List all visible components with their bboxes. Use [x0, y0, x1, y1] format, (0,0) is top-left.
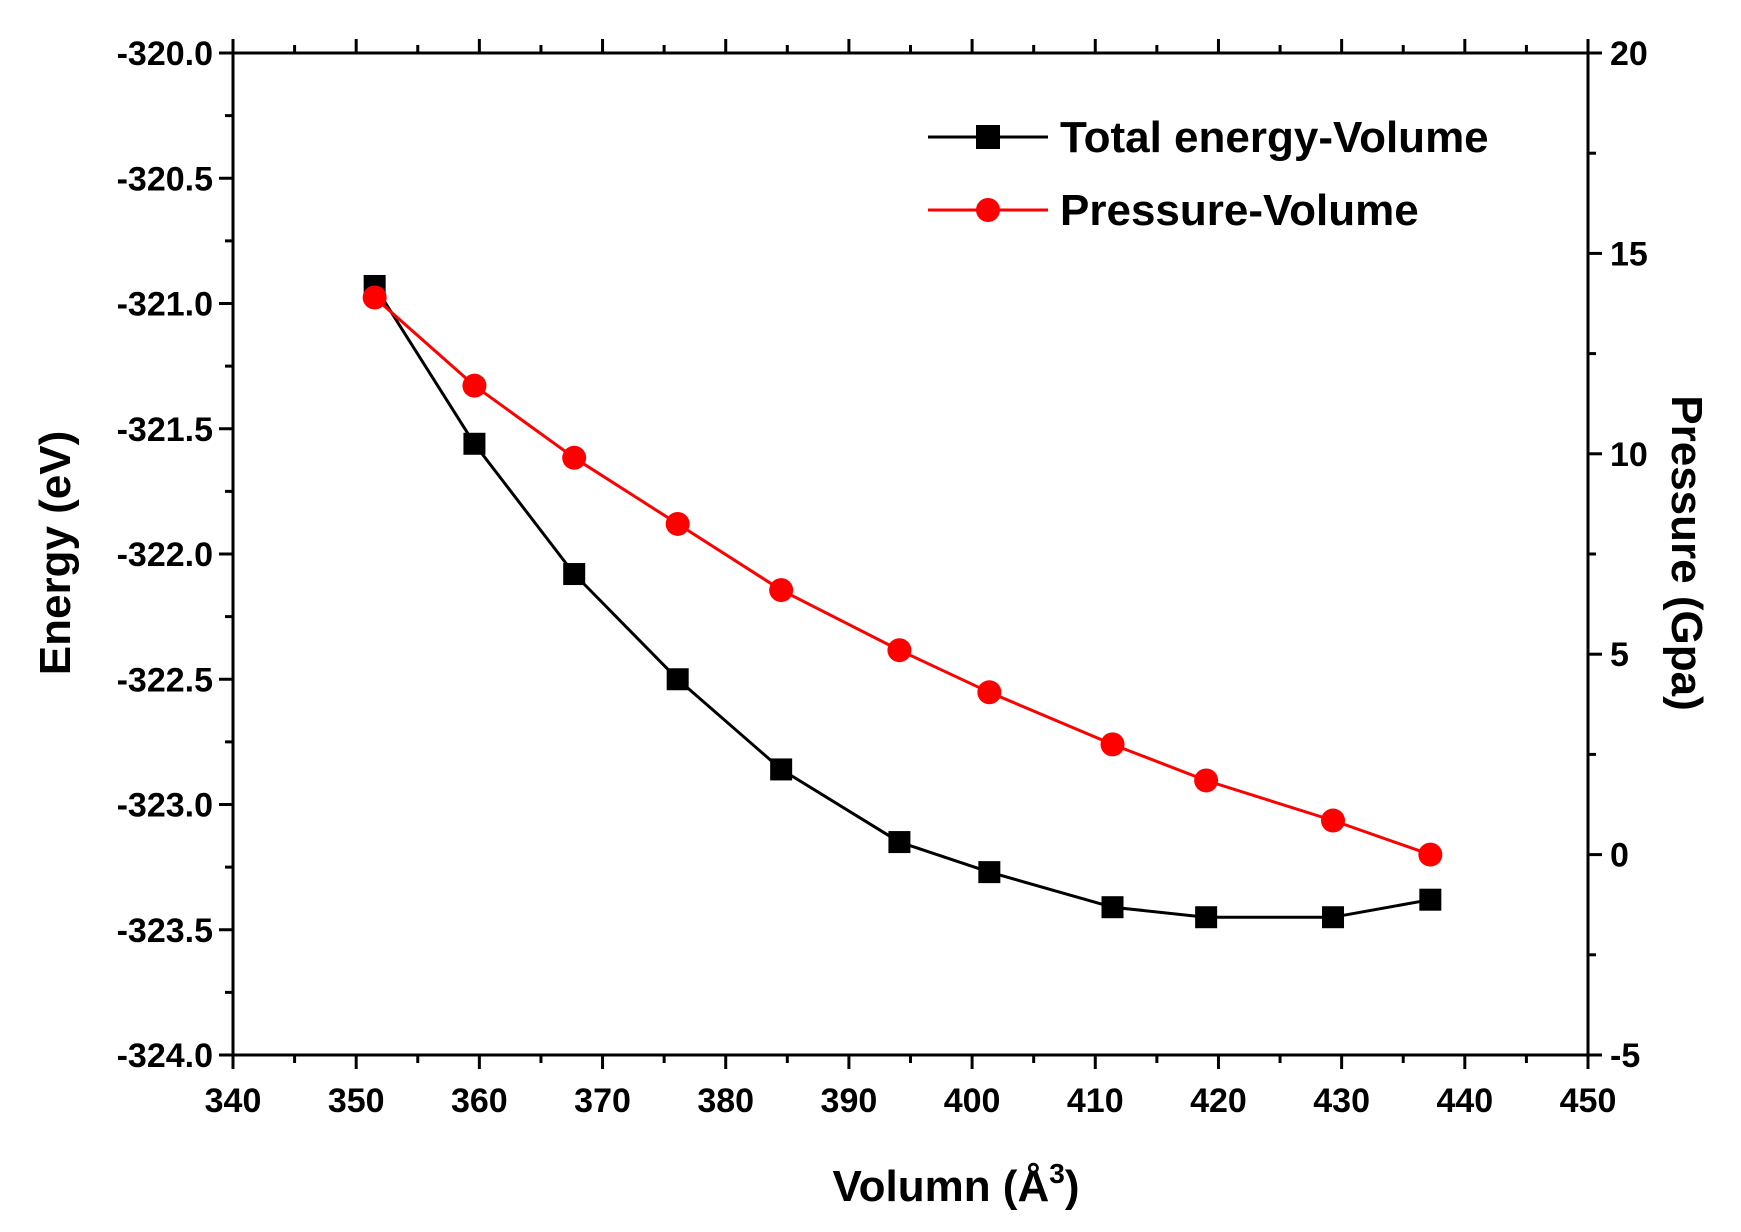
pressure-point-6	[977, 680, 1002, 705]
x-tick-label-450: 450	[1560, 1082, 1617, 1120]
energy-point-7	[1101, 896, 1124, 919]
y2-tick-label--5: -5	[1610, 1037, 1640, 1075]
x-tick-label-340: 340	[205, 1082, 262, 1120]
plot-series	[362, 274, 1443, 929]
pressure-point-0	[362, 285, 387, 310]
y2-tick-label-15: 15	[1610, 235, 1648, 273]
pressure-point-10	[1418, 842, 1443, 867]
legend-marker-pressure	[976, 198, 1000, 222]
legend-label-energy: Total energy-Volume	[1060, 113, 1489, 162]
pressure-point-3	[665, 511, 690, 536]
energy-point-1	[463, 432, 486, 455]
y-tick-label--320.5: -320.5	[117, 160, 213, 198]
energy-point-5	[888, 831, 911, 854]
y-tick-label--320.0: -320.0	[117, 35, 213, 73]
energy-point-2	[563, 563, 586, 586]
y-tick-label--322.0: -322.0	[117, 536, 213, 574]
pressure-point-7	[1100, 732, 1125, 757]
y-tick-label--321.0: -321.0	[117, 286, 213, 324]
energy-point-10	[1419, 888, 1442, 911]
y-tick-label--322.5: -322.5	[117, 661, 213, 699]
tick-labels: 340 350 360 370 380 390 400 410 420 430 440 450 -324…	[117, 35, 1648, 1120]
pressure-point-2	[562, 445, 587, 470]
pressure-point-5	[887, 638, 912, 663]
legend: Total energy-Volume Pressure-Volume	[928, 113, 1489, 235]
x-tick-label-430: 430	[1313, 1082, 1370, 1120]
x-tick-label-380: 380	[697, 1082, 754, 1120]
plot-frame	[231, 51, 1590, 1057]
energy-point-8	[1195, 906, 1218, 929]
x-tick-label-350: 350	[328, 1082, 385, 1120]
x-axis-title-main: Volumn (	[833, 1162, 1018, 1211]
legend-label-pressure: Pressure-Volume	[1060, 186, 1419, 235]
y2-tick-label-0: 0	[1610, 837, 1629, 875]
y2-tick-label-20: 20	[1610, 35, 1648, 73]
x-axis-title: Volumn (Å3)	[833, 1158, 1080, 1211]
pressure-point-4	[769, 578, 794, 603]
series-line-0	[373, 285, 1431, 919]
x-tick-label-440: 440	[1436, 1082, 1493, 1120]
energy-point-4	[770, 758, 793, 781]
y-tick-label--323.5: -323.5	[117, 912, 213, 950]
x-tick-label-420: 420	[1190, 1082, 1247, 1120]
x-tick-label-410: 410	[1067, 1082, 1124, 1120]
y-tick-label--324.0: -324.0	[117, 1037, 213, 1075]
pressure-point-1	[462, 373, 487, 398]
legend-marker-energy	[976, 125, 1000, 149]
energy-point-9	[1322, 906, 1345, 929]
y2-tick-label-5: 5	[1610, 636, 1629, 674]
y-axis-title: Energy (eV)	[31, 431, 80, 676]
pressure-point-8	[1194, 768, 1219, 793]
energy-point-6	[978, 861, 1001, 884]
x-tick-label-370: 370	[574, 1082, 631, 1120]
x-tick-label-390: 390	[821, 1082, 878, 1120]
y-tick-label--321.5: -321.5	[117, 411, 213, 449]
y-tick-label--323.0: -323.0	[117, 787, 213, 825]
x-axis-title-sup: 3	[1049, 1158, 1065, 1189]
x-tick-label-400: 400	[944, 1082, 1001, 1120]
energy-point-3	[666, 668, 689, 691]
x-tick-label-360: 360	[451, 1082, 508, 1120]
x-axis-title-unit: Å	[1017, 1162, 1049, 1211]
series-line-1	[373, 296, 1431, 857]
pressure-point-9	[1321, 808, 1346, 833]
x-axis-title-close: )	[1065, 1162, 1080, 1211]
y2-tick-label-10: 10	[1610, 436, 1648, 474]
y2-axis-title: Pressure (Gpa)	[1662, 395, 1711, 710]
